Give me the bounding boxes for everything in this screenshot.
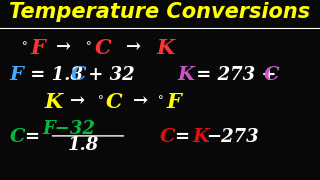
Text: →: → bbox=[126, 39, 141, 57]
Text: F: F bbox=[30, 38, 45, 58]
Text: = 1.8: = 1.8 bbox=[24, 66, 83, 84]
Text: C: C bbox=[160, 128, 175, 146]
Text: K: K bbox=[45, 92, 63, 112]
Text: C: C bbox=[264, 66, 279, 84]
Text: F−32: F−32 bbox=[42, 120, 95, 138]
Text: −273: −273 bbox=[206, 128, 259, 146]
Text: °: ° bbox=[86, 41, 92, 52]
Text: Temperature Conversions: Temperature Conversions bbox=[9, 2, 311, 22]
Text: C: C bbox=[70, 66, 86, 84]
Text: →: → bbox=[70, 93, 85, 111]
Text: =: = bbox=[174, 128, 189, 146]
Text: C: C bbox=[10, 128, 25, 146]
Text: °: ° bbox=[22, 41, 28, 52]
Text: = 273 +: = 273 + bbox=[190, 66, 283, 84]
Text: °: ° bbox=[158, 95, 164, 106]
Text: =: = bbox=[24, 128, 39, 146]
Text: K: K bbox=[178, 66, 195, 84]
Text: + 32: + 32 bbox=[82, 66, 134, 84]
Text: C: C bbox=[94, 38, 111, 58]
Text: C: C bbox=[106, 92, 122, 112]
Text: →: → bbox=[56, 39, 71, 57]
Text: °: ° bbox=[98, 95, 103, 106]
Text: K: K bbox=[157, 38, 175, 58]
Text: 1.8: 1.8 bbox=[68, 136, 99, 154]
Text: K: K bbox=[192, 128, 209, 146]
Text: F: F bbox=[166, 92, 181, 112]
Text: F: F bbox=[10, 66, 23, 84]
Text: →: → bbox=[133, 93, 148, 111]
